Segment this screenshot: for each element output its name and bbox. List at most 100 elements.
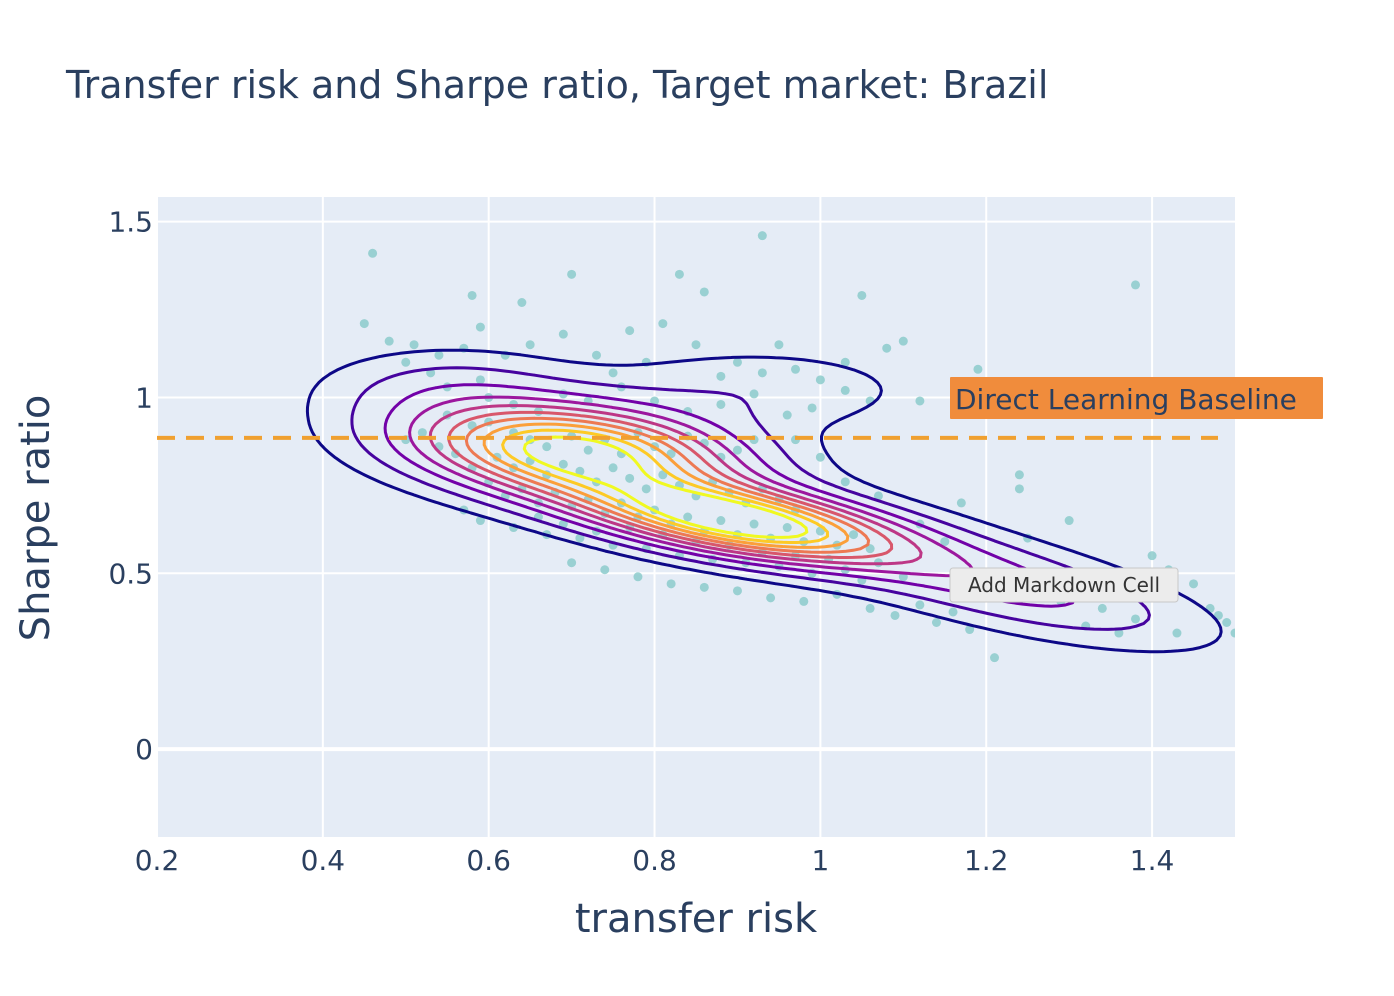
data-point [890, 610, 900, 620]
data-point [990, 653, 1000, 663]
data-point [840, 385, 850, 395]
data-point [658, 319, 668, 329]
contour-line [482, 422, 850, 549]
data-point [625, 326, 635, 336]
data-point [857, 290, 867, 300]
data-point [931, 617, 941, 627]
data-point [732, 357, 742, 367]
density-contours [305, 348, 1223, 654]
data-point [567, 269, 577, 279]
baseline-label-box: Direct Learning Baseline [950, 377, 1323, 419]
y-tick-label: 1 [135, 381, 153, 414]
data-point [774, 340, 784, 350]
data-point [716, 516, 726, 526]
data-point [1222, 617, 1232, 627]
x-axis-title: transfer risk [575, 896, 818, 942]
data-point [583, 445, 593, 455]
data-point [716, 399, 726, 409]
data-point [940, 537, 950, 547]
data-point [840, 357, 850, 367]
data-point [973, 364, 983, 374]
contour-line [501, 428, 829, 544]
data-point [691, 340, 701, 350]
data-point [865, 603, 875, 613]
x-tick-label: 0.4 [301, 844, 346, 877]
data-point [666, 579, 676, 589]
data-point [1097, 603, 1107, 613]
data-point [1130, 614, 1140, 624]
contour-line [408, 395, 975, 578]
data-point [766, 593, 776, 603]
x-tick-label: 1 [811, 844, 829, 877]
data-point [417, 428, 427, 438]
contour-line [522, 435, 809, 539]
data-point [608, 368, 618, 378]
data-point [434, 350, 444, 360]
y-tick-label: 1.5 [108, 206, 153, 239]
data-point [749, 519, 759, 529]
data-point [1130, 280, 1140, 290]
data-point [1147, 551, 1157, 561]
data-point [467, 290, 477, 300]
data-point [658, 470, 668, 480]
data-point [475, 516, 485, 526]
data-point [757, 368, 767, 378]
x-tick-label: 0.8 [632, 844, 677, 877]
x-tick-label: 0.2 [135, 844, 180, 877]
data-point [368, 248, 378, 258]
x-tick-label: 1.2 [964, 844, 1009, 877]
data-point [716, 371, 726, 381]
data-point [600, 565, 610, 575]
data-point [575, 466, 585, 476]
contour-line [428, 404, 923, 566]
x-axis-ticks: 0.2 0.4 0.6 0.8 1 1.2 1.4 [135, 844, 1175, 877]
contour-line [305, 348, 1223, 654]
contour-line [383, 383, 1077, 608]
data-point [1014, 484, 1024, 494]
data-point [948, 607, 958, 617]
data-point [1172, 628, 1182, 638]
data-point [849, 530, 859, 540]
data-point [1230, 628, 1235, 638]
data-point [1014, 470, 1024, 480]
data-point [591, 350, 601, 360]
data-point [625, 473, 635, 483]
data-point [898, 336, 908, 346]
data-point [873, 491, 883, 501]
x-tick-label: 0.6 [466, 844, 511, 877]
data-point [683, 512, 693, 522]
data-point [799, 596, 809, 606]
data-point [1114, 628, 1124, 638]
data-point [840, 477, 850, 487]
data-point [558, 329, 568, 339]
data-point [451, 449, 461, 459]
data-point [815, 452, 825, 462]
data-point [749, 389, 759, 399]
data-point [517, 297, 527, 307]
data-point [915, 396, 925, 406]
data-point [757, 231, 767, 241]
y-axis-ticks: 0 0.5 1 1.5 [108, 206, 153, 766]
data-point [359, 319, 369, 329]
data-point [965, 625, 975, 635]
data-point [674, 269, 684, 279]
data-point [409, 340, 419, 350]
data-point [782, 523, 792, 533]
data-point [699, 582, 709, 592]
y-tick-label: 0.5 [108, 557, 153, 590]
data-point [956, 498, 966, 508]
data-point [633, 572, 643, 582]
tooltip-text[interactable]: Add Markdown Cell [968, 573, 1160, 597]
data-point [650, 396, 660, 406]
contour-line [447, 410, 894, 559]
data-point [1189, 579, 1199, 589]
data-point [608, 463, 618, 473]
data-point [732, 445, 742, 455]
data-point [882, 343, 892, 353]
data-point [567, 558, 577, 568]
add-markdown-cell-tooltip[interactable]: Add Markdown Cell [949, 567, 1179, 603]
chart-title: Transfer risk and Sharpe ratio, Target m… [65, 63, 1048, 107]
data-point [525, 340, 535, 350]
data-point [384, 336, 394, 346]
data-point [699, 287, 709, 297]
